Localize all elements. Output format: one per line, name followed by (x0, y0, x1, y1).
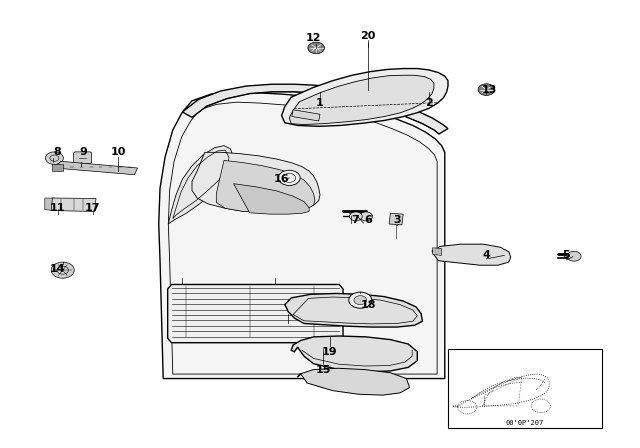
Circle shape (349, 292, 372, 308)
Text: 00'0P'207: 00'0P'207 (506, 420, 544, 426)
Text: 16: 16 (274, 174, 289, 184)
Text: 9: 9 (79, 147, 87, 157)
Text: 14: 14 (50, 264, 65, 274)
Text: 5: 5 (563, 250, 570, 260)
Polygon shape (192, 152, 320, 212)
Polygon shape (159, 92, 445, 379)
Polygon shape (52, 164, 63, 171)
Text: 1: 1 (316, 98, 324, 108)
Circle shape (278, 170, 300, 185)
Polygon shape (432, 244, 511, 265)
Polygon shape (45, 198, 54, 211)
Text: 4: 4 (483, 250, 490, 260)
Text: 17: 17 (85, 203, 100, 213)
Text: 18: 18 (360, 300, 376, 310)
Polygon shape (285, 293, 422, 327)
Polygon shape (168, 146, 234, 224)
FancyBboxPatch shape (74, 152, 92, 164)
Text: 8: 8 (54, 147, 61, 157)
Circle shape (45, 152, 63, 164)
Text: 7: 7 (351, 215, 359, 224)
Circle shape (354, 296, 367, 305)
Polygon shape (54, 161, 138, 175)
Polygon shape (433, 248, 442, 255)
Text: 19: 19 (322, 347, 337, 357)
Circle shape (478, 84, 495, 95)
Circle shape (51, 262, 74, 278)
Circle shape (360, 212, 372, 221)
Text: 11: 11 (50, 203, 65, 213)
Polygon shape (282, 69, 448, 126)
Text: 20: 20 (360, 31, 376, 41)
Text: 15: 15 (316, 365, 331, 375)
Text: 13: 13 (482, 85, 497, 95)
Circle shape (567, 251, 581, 261)
Circle shape (308, 42, 324, 54)
Polygon shape (289, 75, 434, 125)
Polygon shape (51, 198, 96, 211)
Text: 10: 10 (111, 147, 126, 157)
Polygon shape (298, 368, 410, 395)
Text: 3: 3 (393, 215, 401, 224)
Polygon shape (292, 110, 320, 121)
Text: 6: 6 (364, 215, 372, 224)
Text: 12: 12 (306, 33, 321, 43)
Text: 2: 2 (425, 98, 433, 108)
Circle shape (349, 212, 362, 221)
Polygon shape (389, 213, 403, 225)
Polygon shape (168, 284, 343, 343)
Polygon shape (234, 184, 309, 214)
Polygon shape (291, 336, 417, 372)
Polygon shape (216, 160, 315, 212)
Polygon shape (182, 84, 448, 134)
